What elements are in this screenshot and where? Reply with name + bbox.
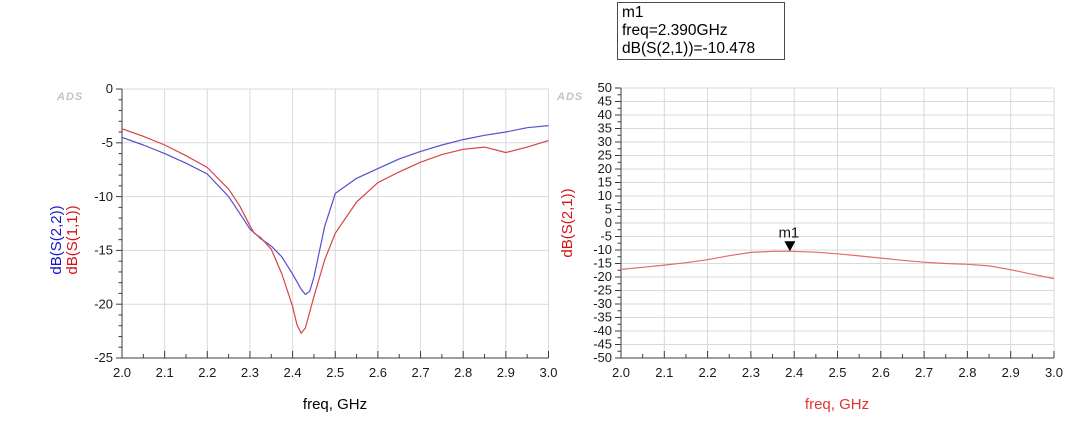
y-tick-label: 10 [598, 188, 612, 203]
y-tick-label: -40 [593, 323, 612, 338]
y-tick-label: -5 [600, 229, 612, 244]
x-tick-label: 2.6 [368, 365, 386, 380]
y-tick-label: 50 [598, 80, 612, 95]
y-title-s11: dB(S(1,1)) [64, 205, 81, 275]
x-tick-label: 2.7 [411, 365, 429, 380]
y-tick-label: -5 [101, 135, 113, 150]
y-tick-label: 20 [598, 161, 612, 176]
x-tick-label: 2.8 [454, 365, 472, 380]
y-tick-label: -20 [94, 296, 113, 311]
y-tick-label: 30 [598, 134, 612, 149]
ads-watermark: ADS [57, 91, 84, 103]
y-tick-label: 5 [605, 202, 612, 217]
x-tick-label: 2.3 [240, 365, 258, 380]
marker-readout-box[interactable]: m1 freq=2.390GHz dB(S(2,1))=-10.478 [617, 2, 785, 60]
x-tick-label: 2.5 [828, 365, 846, 380]
y-tick-label: -35 [593, 310, 612, 325]
x-tick-label: 3.0 [539, 365, 557, 380]
y-tick-label: -10 [593, 242, 612, 257]
y-tick-label: 0 [605, 215, 612, 230]
curve-dbs11 [121, 128, 549, 334]
y-tick-label: 25 [598, 148, 612, 163]
y-tick-label: -30 [593, 296, 612, 311]
y-tick-label: -50 [593, 350, 612, 365]
y-tick-label: -25 [593, 283, 612, 298]
marker-m1-label: m1 [778, 224, 799, 241]
x-tick-label: 2.2 [198, 365, 216, 380]
x-tick-label: 2.4 [785, 365, 803, 380]
y-tick-label: 35 [598, 121, 612, 136]
x-tick-label: 2.3 [742, 365, 760, 380]
y-tick-label: 15 [598, 175, 612, 190]
x-tick-label: 2.9 [1002, 365, 1020, 380]
x-tick-label: 2.6 [872, 365, 890, 380]
ads-watermark-2: ADS [557, 91, 584, 103]
y-tick-label: -20 [593, 269, 612, 284]
y-tick-label: 45 [598, 94, 612, 109]
curve-dbs22 [121, 125, 549, 296]
x-tick-label: 2.8 [958, 365, 976, 380]
y-tick-label: -15 [94, 243, 113, 258]
x-tick-label: 3.0 [1045, 365, 1063, 380]
x-tick-label: 2.0 [612, 365, 630, 380]
marker-readout-value: dB(S(2,1))=-10.478 [622, 40, 756, 57]
x-tick-label: 2.4 [283, 365, 301, 380]
marker-readout-name: m1 [622, 4, 644, 21]
y-tick-label: -10 [94, 189, 113, 204]
y-title-s21: dB(S(2,1)) [559, 188, 576, 258]
x-tick-label: 2.9 [496, 365, 514, 380]
x-tick-label: 2.2 [699, 365, 717, 380]
x-tick-label: 2.1 [155, 365, 173, 380]
y-title-s22: dB(S(2,2)) [48, 205, 65, 275]
left-plot-x-axis-title: freq, GHz [302, 396, 368, 413]
marker-m1-triangle[interactable] [784, 241, 796, 252]
x-tick-label: 2.7 [915, 365, 933, 380]
y-tick-label: -45 [593, 337, 612, 352]
x-tick-label: 2.5 [326, 365, 344, 380]
y-tick-label: 40 [598, 107, 612, 122]
y-tick-label: -15 [593, 256, 612, 271]
x-tick-label: 2.0 [112, 365, 130, 380]
y-tick-label: 0 [105, 81, 112, 96]
x-tick-label: 2.1 [655, 365, 673, 380]
marker-readout-freq: freq=2.390GHz [622, 22, 728, 39]
y-tick-label: -25 [94, 350, 113, 365]
sparam-plot-s21: 2.0 2.1 2.2 2.3 2.4 2.5 2.6 2.7 2.8 2.9 3.05045403… [593, 80, 1063, 380]
left-plot-y-axis-title: dB(S(2,2)) dB(S(1,1)) [48, 167, 81, 313]
right-plot-y-axis-title: dB(S(2,1)) [559, 150, 576, 296]
curve-dbs21 [620, 250, 1055, 280]
sparam-plot-s11-s22: 2.0 2.1 2.2 2.3 2.4 2.5 2.6 2.7 2.8 2.9 3.0 0 -5 -10 -… [94, 81, 557, 380]
right-plot-x-axis-title: freq, GHz [804, 396, 870, 413]
